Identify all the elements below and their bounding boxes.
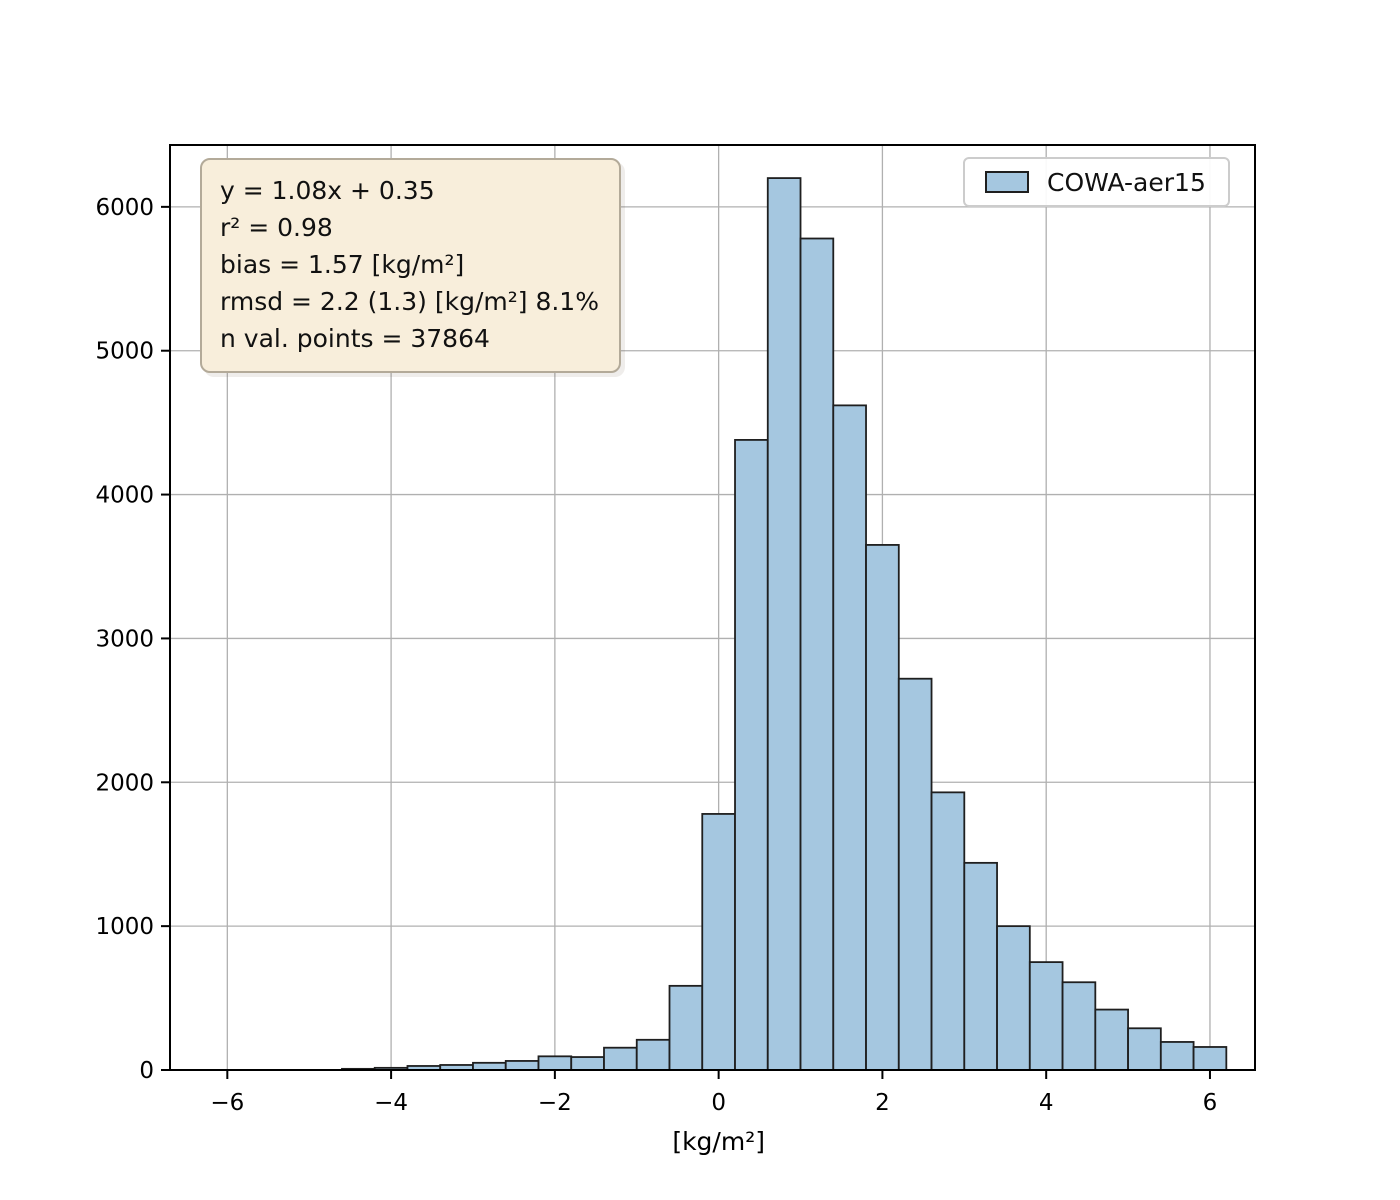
y-tick-label: 4000	[95, 483, 154, 509]
histogram-bar	[570, 1056, 605, 1071]
legend-patch	[985, 171, 1029, 193]
x-tick-label: 4	[1039, 1090, 1054, 1116]
histogram-bar	[701, 813, 736, 1071]
histogram-bar	[996, 925, 1031, 1071]
histogram-bar	[537, 1055, 573, 1071]
x-axis-label: [kg/m²]	[672, 1127, 765, 1156]
histogram-bar	[668, 984, 704, 1071]
histogram-bar	[1192, 1046, 1228, 1071]
stats-line-bias: bias = 1.57 [kg/m²]	[220, 250, 465, 279]
histogram-bar	[603, 1046, 638, 1071]
legend-label: COWA-aer15	[1047, 167, 1206, 197]
histogram-bar	[734, 439, 769, 1071]
y-tick-label: 5000	[95, 339, 154, 365]
histogram-bar	[504, 1060, 540, 1071]
stats-line-r2: r² = 0.98	[220, 213, 333, 242]
stats-line-npoints: n val. points = 37864	[220, 324, 490, 353]
plot-border	[169, 144, 1256, 1071]
y-tick-label: 3000	[95, 626, 154, 652]
histogram-bar	[1028, 961, 1064, 1071]
histogram-bar	[963, 861, 998, 1071]
x-tick-label: 6	[1203, 1090, 1218, 1116]
histogram-bar	[832, 404, 867, 1071]
x-tick-label: −2	[538, 1090, 572, 1116]
legend: COWA-aer15	[963, 157, 1230, 207]
y-tick-label: 2000	[95, 770, 154, 796]
histogram-bar	[799, 237, 835, 1071]
y-tick-label: 6000	[95, 195, 154, 221]
histogram-bar	[472, 1061, 507, 1071]
y-tick-label: 0	[139, 1058, 154, 1084]
x-tick-label: 2	[875, 1090, 890, 1116]
histogram-bar	[930, 791, 966, 1071]
y-tick-label: 1000	[95, 914, 154, 940]
histogram-bar	[1094, 1008, 1129, 1071]
histogram-bar	[1127, 1027, 1162, 1071]
stats-line-equation: y = 1.08x + 0.35	[220, 176, 435, 205]
histogram-bar	[865, 544, 900, 1071]
histogram-bar	[1061, 981, 1097, 1071]
histogram-bar	[897, 677, 933, 1071]
histogram-bar	[635, 1038, 671, 1071]
stats-box: y = 1.08x + 0.35 r² = 0.98 bias = 1.57 […	[200, 158, 621, 373]
x-tick-label: −4	[374, 1090, 408, 1116]
histogram-bar	[1159, 1041, 1195, 1071]
x-tick-label: 0	[711, 1090, 726, 1116]
histogram-bar	[766, 177, 802, 1071]
x-tick-label: −6	[210, 1090, 244, 1116]
stats-line-rmsd: rmsd = 2.2 (1.3) [kg/m²] 8.1%	[220, 287, 599, 316]
